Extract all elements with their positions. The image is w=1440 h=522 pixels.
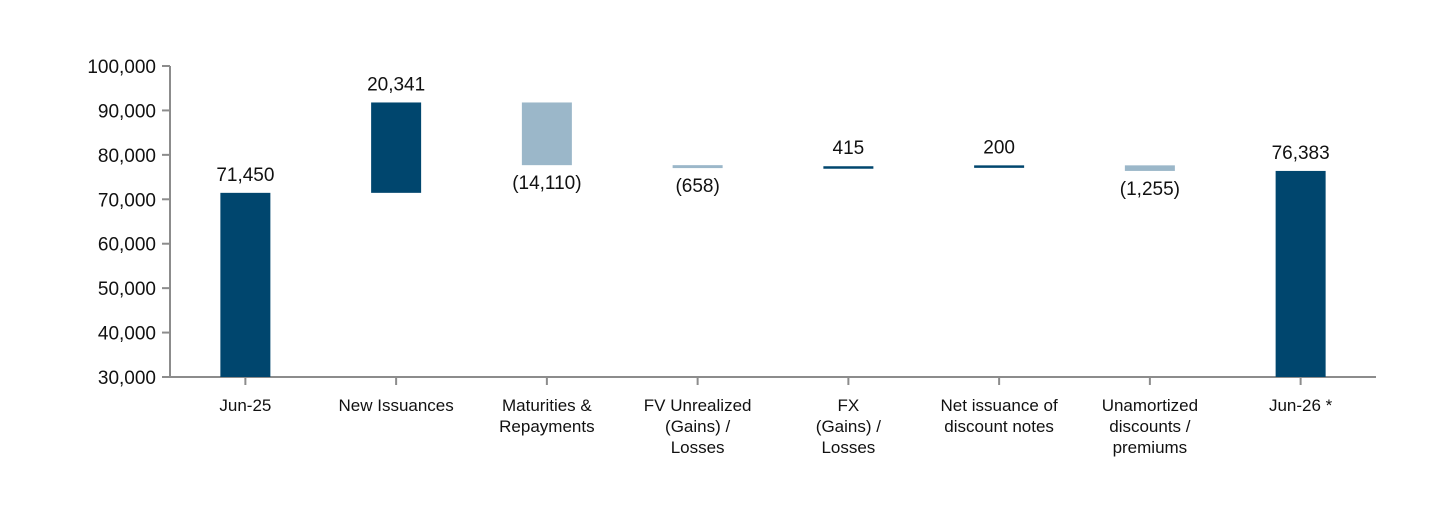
- y-tick-label: 50,000: [98, 279, 156, 300]
- category-label: FX (Gains) / Losses: [816, 396, 881, 457]
- category-label-line: Jun-26 *: [1269, 396, 1333, 415]
- category-label-line: discounts /: [1109, 417, 1191, 436]
- category-label-line: FX: [838, 396, 860, 415]
- data-label: (14,110): [512, 173, 581, 194]
- category-label-line: New Issuances: [338, 396, 453, 415]
- x-axis: [170, 376, 1376, 385]
- y-tick-label: 60,000: [98, 235, 156, 256]
- data-label: 20,341: [367, 74, 425, 95]
- category-label: Jun-26 *: [1269, 396, 1333, 415]
- category-label: Unamortized discounts / premiums: [1102, 396, 1198, 457]
- data-label: 71,450: [216, 165, 274, 186]
- waterfall-bar: [823, 166, 874, 169]
- data-label: (1,255): [1120, 179, 1180, 200]
- data-label: 76,383: [1272, 143, 1330, 164]
- bars: [220, 102, 1326, 377]
- category-label-line: discount notes: [944, 417, 1054, 436]
- category-labels: Jun-25 New Issuances Maturities & Repayment…: [219, 396, 1332, 457]
- category-label: FV Unrealized (Gains) / Losses: [644, 396, 752, 457]
- y-tick-label: 80,000: [98, 146, 156, 167]
- category-label-line: Net issuance of: [941, 396, 1058, 415]
- category-label: Net issuance of discount notes: [941, 396, 1058, 436]
- category-label-line: Repayments: [499, 417, 594, 436]
- category-label-line: FV Unrealized: [644, 396, 752, 415]
- category-label-line: Losses: [671, 438, 725, 457]
- y-tick-label: 100,000: [87, 57, 156, 78]
- data-label: (658): [675, 176, 719, 197]
- data-labels: 71,450 20,341 (14,110) (658) 415 200 (1,255) 76…: [216, 74, 1329, 199]
- category-label-line: (Gains) /: [665, 417, 730, 436]
- category-label-line: Unamortized: [1102, 396, 1198, 415]
- y-tick-label: 70,000: [98, 190, 156, 211]
- category-label-line: Maturities &: [502, 396, 592, 415]
- y-tick-label: 90,000: [98, 101, 156, 122]
- waterfall-bar: [1124, 165, 1175, 171]
- waterfall-bar: [1275, 170, 1326, 377]
- data-label: 415: [833, 138, 865, 159]
- waterfall-bar: [974, 165, 1025, 168]
- category-label-line: Jun-25: [219, 396, 271, 415]
- category-label-line: premiums: [1113, 438, 1188, 457]
- category-label-line: (Gains) /: [816, 417, 881, 436]
- category-label-line: Losses: [821, 438, 875, 457]
- y-axis: 30,000 40,000 50,000 60,000 70,000 80,000 90,0…: [87, 57, 171, 389]
- waterfall-bar: [521, 102, 572, 166]
- y-tick-label: 40,000: [98, 324, 156, 345]
- category-label: New Issuances: [338, 396, 453, 415]
- waterfall-bar: [672, 165, 723, 169]
- category-label: Maturities & Repayments: [499, 396, 594, 436]
- waterfall-bar: [371, 102, 422, 193]
- category-label: Jun-25: [219, 396, 271, 415]
- waterfall-bar: [220, 192, 271, 377]
- y-tick-label: 30,000: [98, 368, 156, 389]
- data-label: 200: [983, 137, 1015, 158]
